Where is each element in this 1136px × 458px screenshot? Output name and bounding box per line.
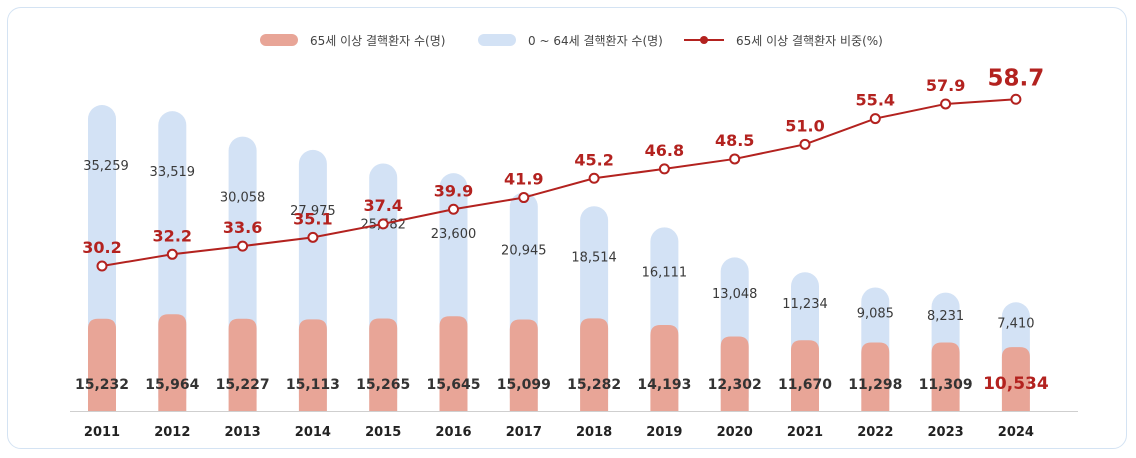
ratio-point-2016 (448, 203, 459, 215)
ratio-point-2022 (869, 113, 881, 125)
x-tick-2017: 2017 (506, 425, 542, 440)
label-elderly-2024: 10,534 (983, 374, 1049, 394)
x-tick-2011: 2011 (84, 425, 120, 440)
ratio-label-2011: 30.2 (82, 238, 121, 257)
legend-label-ratio: 65세 이상 결핵환자 비중(%) (736, 33, 883, 48)
bar-elderly-2014 (298, 319, 327, 411)
x-tick-2016: 2016 (435, 425, 471, 440)
x-tick-2018: 2018 (576, 425, 612, 440)
ratio-point-2019 (658, 163, 670, 175)
label-elderly-2022: 11,298 (848, 377, 902, 393)
ratio-label-2018: 45.2 (574, 150, 613, 169)
ratio-label-2023: 57.9 (926, 76, 965, 95)
chart-legend: 65세 이상 결핵환자 수(명) 0 ~ 64세 결핵환자 수(명) 65세 이… (0, 30, 1136, 50)
label-young-2018: 18,514 (571, 251, 617, 266)
x-tick-2023: 2023 (928, 425, 964, 440)
legend-item-elderly: 65세 이상 결핵환자 수(명) (260, 30, 445, 50)
label-young-2023: 8,231 (927, 309, 964, 324)
label-elderly-2016: 15,645 (426, 377, 480, 393)
bar-elderly-2024 (1001, 347, 1030, 411)
bar-elderly-2021 (791, 340, 819, 411)
x-tick-2014: 2014 (295, 425, 331, 440)
bar-elderly-2015 (369, 318, 398, 411)
x-tick-2021: 2021 (787, 425, 823, 440)
ratio-point-2014 (307, 231, 319, 243)
legend-swatch-young (478, 34, 516, 46)
ratio-label-2019: 46.8 (645, 141, 684, 160)
label-young-2021: 11,234 (782, 297, 828, 312)
bar-elderly-2016 (439, 316, 468, 411)
bar-elderly-2018 (580, 318, 609, 411)
label-elderly-2019: 14,193 (637, 377, 691, 393)
label-young-2012: 33,519 (150, 165, 196, 180)
ratio-label-2017: 41.9 (504, 170, 543, 189)
label-elderly-2021: 11,670 (778, 377, 832, 393)
ratio-label-2021: 51.0 (785, 116, 824, 135)
legend-label-elderly: 65세 이상 결핵환자 수(명) (310, 33, 446, 48)
label-young-2016: 23,600 (431, 227, 477, 242)
label-elderly-2013: 15,227 (216, 377, 270, 393)
ratio-label-2016: 39.9 (434, 181, 473, 200)
ratio-point-2013 (237, 240, 249, 252)
label-young-2019: 16,111 (642, 265, 688, 280)
label-young-2022: 9,085 (857, 306, 894, 321)
x-tick-2012: 2012 (154, 425, 190, 440)
label-young-2011: 35,259 (83, 159, 129, 174)
ratio-point-2011 (96, 260, 108, 272)
ratio-line (101, 98, 1016, 267)
ratio-label-2020: 48.5 (715, 131, 754, 150)
bar-elderly-2012 (158, 314, 187, 411)
ratio-point-2024 (1010, 93, 1022, 105)
ratio-point-2018 (588, 172, 600, 184)
label-young-2017: 20,945 (501, 244, 547, 259)
x-tick-2024: 2024 (998, 425, 1034, 440)
label-young-2024: 7,410 (997, 316, 1034, 331)
label-elderly-2015: 15,265 (356, 377, 410, 393)
bar-elderly-2017 (509, 319, 538, 411)
ratio-label-2013: 33.6 (223, 218, 262, 237)
ratio-point-2020 (729, 153, 741, 165)
ratio-label-2012: 32.2 (153, 226, 192, 245)
x-tick-2022: 2022 (857, 425, 893, 440)
bar-elderly-2022 (861, 342, 890, 411)
legend-item-young: 0 ~ 64세 결핵환자 수(명) (478, 30, 663, 50)
label-elderly-2017: 15,099 (497, 377, 551, 393)
legend-label-young: 0 ~ 64세 결핵환자 수(명) (528, 33, 663, 48)
ratio-point-2023 (940, 98, 952, 110)
label-young-2013: 30,058 (220, 191, 266, 206)
bar-elderly-2023 (931, 342, 960, 411)
legend-swatch-elderly (260, 34, 298, 46)
bar-elderly-2019 (650, 324, 679, 411)
ratio-point-2015 (377, 218, 389, 230)
label-elderly-2018: 15,282 (567, 377, 621, 393)
legend-line-ratio (684, 34, 724, 46)
bar-elderly-2011 (88, 318, 116, 411)
label-elderly-2023: 11,309 (919, 377, 973, 393)
label-elderly-2012: 15,964 (145, 377, 199, 393)
x-tick-2019: 2019 (646, 425, 682, 440)
ratio-label-2015: 37.4 (363, 196, 402, 215)
ratio-point-2021 (799, 138, 811, 150)
bar-elderly-2020 (720, 336, 749, 411)
x-tick-2013: 2013 (225, 425, 261, 440)
label-elderly-2011: 15,232 (75, 377, 129, 393)
label-elderly-2020: 12,302 (708, 377, 762, 393)
label-young-2014: 27,975 (290, 204, 336, 219)
label-young-2020: 13,048 (712, 287, 758, 302)
ratio-point-2012 (166, 248, 178, 260)
ratio-label-2024: 58.7 (988, 65, 1045, 91)
label-elderly-2014: 15,113 (286, 377, 340, 393)
legend-item-ratio: 65세 이상 결핵환자 비중(%) (684, 30, 883, 50)
x-tick-2015: 2015 (365, 425, 401, 440)
ratio-label-2022: 55.4 (856, 91, 895, 110)
ratio-label-2014: 35.1 (293, 209, 332, 228)
ratio-point-2017 (518, 192, 530, 204)
bar-elderly-2013 (228, 318, 257, 411)
x-tick-2020: 2020 (717, 425, 753, 440)
